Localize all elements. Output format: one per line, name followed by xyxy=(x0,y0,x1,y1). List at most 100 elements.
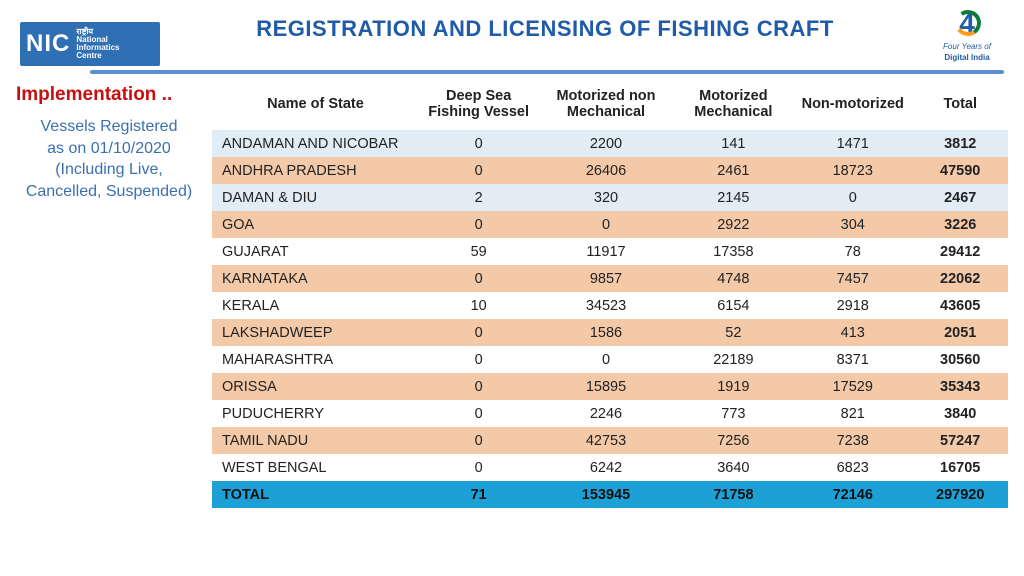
table-cell: 141 xyxy=(674,130,793,157)
table-cell: 15895 xyxy=(538,373,673,400)
col-header: Total xyxy=(912,84,1008,130)
table-cell: 7238 xyxy=(793,427,912,454)
nic-logo: NIC राष्ट्रीय National Informatics Centr… xyxy=(20,22,160,66)
total-row: TOTAL711539457175872146297920 xyxy=(212,481,1008,508)
table-cell: 47590 xyxy=(912,157,1008,184)
total-cell: 153945 xyxy=(538,481,673,508)
table-row: LAKSHADWEEP01586524132051 xyxy=(212,319,1008,346)
sub-l2: as on 01/10/2020 xyxy=(47,140,171,157)
table-row: KERALA10345236154291843605 xyxy=(212,292,1008,319)
table-cell: 7457 xyxy=(793,265,912,292)
table-cell: 18723 xyxy=(793,157,912,184)
table-row: TAMIL NADU0427537256723857247 xyxy=(212,427,1008,454)
table-cell: 1919 xyxy=(674,373,793,400)
table-cell: 3226 xyxy=(912,211,1008,238)
table-cell: GOA xyxy=(212,211,419,238)
col-header: Motorized nonMechanical xyxy=(538,84,673,130)
table-cell: 6154 xyxy=(674,292,793,319)
table-cell: 10 xyxy=(419,292,538,319)
page-title: REGISTRATION AND LICENSING OF FISHING CR… xyxy=(160,8,930,42)
sub-l1: Vessels Registered xyxy=(41,118,178,135)
table-row: KARNATAKA098574748745722062 xyxy=(212,265,1008,292)
table-cell: 1586 xyxy=(538,319,673,346)
table-wrap: Name of StateDeep SeaFishing VesselMotor… xyxy=(212,84,1008,508)
table-cell: 52 xyxy=(674,319,793,346)
table-cell: ORISSA xyxy=(212,373,419,400)
table-cell: GUJARAT xyxy=(212,238,419,265)
table-cell: 0 xyxy=(419,454,538,481)
content: Implementation .. Vessels Registered as … xyxy=(0,64,1024,508)
sidebar: Implementation .. Vessels Registered as … xyxy=(16,84,212,508)
total-cell: TOTAL xyxy=(212,481,419,508)
table-cell: 34523 xyxy=(538,292,673,319)
table-row: ANDHRA PRADESH02640624611872347590 xyxy=(212,157,1008,184)
table-cell: 30560 xyxy=(912,346,1008,373)
table-cell: 42753 xyxy=(538,427,673,454)
col-header: Motorized Mechanical xyxy=(674,84,793,130)
total-cell: 71 xyxy=(419,481,538,508)
table-cell: 59 xyxy=(419,238,538,265)
table-cell: 0 xyxy=(419,400,538,427)
total-cell: 297920 xyxy=(912,481,1008,508)
table-cell: 821 xyxy=(793,400,912,427)
vessels-table: Name of StateDeep SeaFishing VesselMotor… xyxy=(212,84,1008,508)
table-cell: 3640 xyxy=(674,454,793,481)
table-cell: 4748 xyxy=(674,265,793,292)
table-cell: 2246 xyxy=(538,400,673,427)
table-cell: 2922 xyxy=(674,211,793,238)
table-cell: 7256 xyxy=(674,427,793,454)
sub-l4: Cancelled, Suspended) xyxy=(26,183,192,200)
table-cell: 11917 xyxy=(538,238,673,265)
table-cell: 0 xyxy=(419,157,538,184)
table-cell: 35343 xyxy=(912,373,1008,400)
table-cell: 43605 xyxy=(912,292,1008,319)
table-cell: TAMIL NADU xyxy=(212,427,419,454)
table-cell: 6823 xyxy=(793,454,912,481)
vessels-subhead: Vessels Registered as on 01/10/2020 (Inc… xyxy=(16,116,202,202)
table-cell: 16705 xyxy=(912,454,1008,481)
table-cell: 3812 xyxy=(912,130,1008,157)
table-cell: 6242 xyxy=(538,454,673,481)
table-cell: LAKSHADWEEP xyxy=(212,319,419,346)
nic-logo-small: राष्ट्रीय National Informatics Centre xyxy=(76,28,119,60)
col-header: Deep SeaFishing Vessel xyxy=(419,84,538,130)
nic-logo-big: NIC xyxy=(26,30,70,58)
table-cell: 304 xyxy=(793,211,912,238)
table-cell: 2467 xyxy=(912,184,1008,211)
table-cell: 2 xyxy=(419,184,538,211)
table-row: GUJARAT5911917173587829412 xyxy=(212,238,1008,265)
table-cell: KARNATAKA xyxy=(212,265,419,292)
col-header: Name of State xyxy=(212,84,419,130)
table-cell: 2145 xyxy=(674,184,793,211)
table-cell: 1471 xyxy=(793,130,912,157)
table-cell: 773 xyxy=(674,400,793,427)
col-header: Non-motorized xyxy=(793,84,912,130)
table-cell: 8371 xyxy=(793,346,912,373)
table-cell: DAMAN & DIU xyxy=(212,184,419,211)
logo-number: 4 xyxy=(959,8,975,40)
table-cell: 9857 xyxy=(538,265,673,292)
table-cell: 17529 xyxy=(793,373,912,400)
table-cell: 26406 xyxy=(538,157,673,184)
table-cell: ANDAMAN AND NICOBAR xyxy=(212,130,419,157)
table-row: DAMAN & DIU2320214502467 xyxy=(212,184,1008,211)
table-cell: 413 xyxy=(793,319,912,346)
table-row: ORISSA01589519191752935343 xyxy=(212,373,1008,400)
table-cell: 0 xyxy=(538,211,673,238)
total-cell: 71758 xyxy=(674,481,793,508)
table-row: MAHARASHTRA0022189837130560 xyxy=(212,346,1008,373)
table-cell: 0 xyxy=(419,265,538,292)
table-cell: 2200 xyxy=(538,130,673,157)
table-cell: 0 xyxy=(793,184,912,211)
table-cell: 0 xyxy=(419,346,538,373)
table-head: Name of StateDeep SeaFishing VesselMotor… xyxy=(212,84,1008,130)
table-cell: 57247 xyxy=(912,427,1008,454)
table-cell: 0 xyxy=(419,373,538,400)
table-row: WEST BENGAL062423640682316705 xyxy=(212,454,1008,481)
table-cell: 0 xyxy=(419,427,538,454)
nic-line-4: Centre xyxy=(76,51,101,60)
table-cell: 78 xyxy=(793,238,912,265)
header: NIC राष्ट्रीय National Informatics Centr… xyxy=(0,0,1024,64)
total-cell: 72146 xyxy=(793,481,912,508)
table-cell: 320 xyxy=(538,184,673,211)
